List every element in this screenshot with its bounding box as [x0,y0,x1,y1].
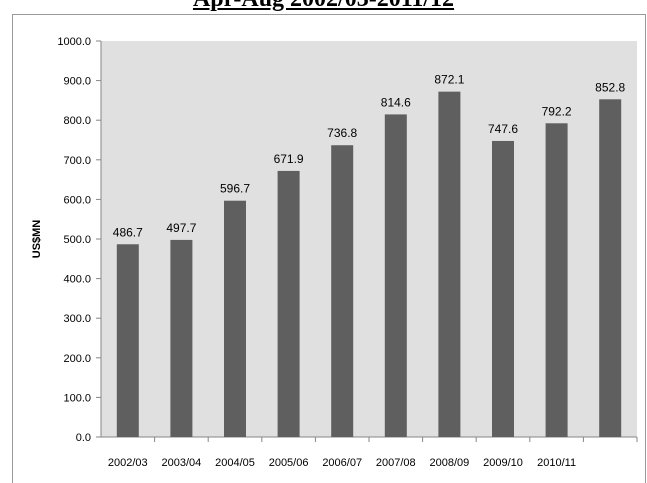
bar [492,140,514,438]
data-label: 852.8 [595,80,625,94]
x-tick-label: 2005/06 [269,457,309,469]
data-label: 497.7 [166,221,196,235]
y-tick-label: 700.0 [63,155,91,167]
y-axis-label: US$MN [31,220,43,259]
data-labels: 486.7 497.7 596.7 671.9 736.8 814.6 872.1 747.6… [113,73,626,240]
chart-frame-left [12,14,13,483]
data-label: 747.6 [488,122,518,136]
chart-title: Apr-Aug 2002/03-2011/12 [0,0,647,13]
x-tick-label: 2002/03 [108,457,148,469]
data-label: 814.6 [381,95,411,109]
data-label: 792.2 [542,104,572,118]
chart-frame-top [12,14,646,15]
y-tick-label: 500.0 [63,234,91,246]
bar [224,200,246,437]
data-label: 671.9 [274,152,304,166]
y-tick-label: 100.0 [63,392,91,404]
y-tick-label: 0.0 [76,432,91,444]
bars [116,91,622,438]
x-tick-label: 2008/09 [430,457,470,469]
data-label: 596.7 [220,182,250,196]
bar [438,91,461,437]
y-tick-label: 600.0 [63,194,91,206]
data-label: 872.1 [434,73,464,87]
bar [277,170,300,437]
y-ticks: 0.0 100.0 200.0 300.0 400.0 500.0 600.0 700.0 80… [57,36,101,444]
x-tick-label: 2010/11 [537,457,576,469]
chart-frame-right [645,14,646,483]
bar [384,114,407,438]
x-tick-label: 2006/07 [322,457,362,469]
x-tick-label: 2004/05 [215,457,255,469]
data-label: 736.8 [327,126,357,140]
x-tick-label: 2003/04 [162,457,202,469]
bar [170,239,193,437]
x-tick-labels: 2002/03 2003/04 2004/05 2005/06 2006/07 2007/… [108,437,638,469]
bar [116,244,139,437]
x-tick-label: 2009/10 [483,457,523,469]
y-tick-label: 300.0 [63,313,91,325]
y-tick-label: 900.0 [63,76,91,88]
x-tick-label: 2007/08 [376,457,416,469]
bar [545,123,568,437]
bar [599,99,622,437]
y-tick-label: 400.0 [63,274,91,286]
y-tick-label: 200.0 [63,353,91,365]
bar [331,145,354,437]
y-tick-label: 1000.0 [57,36,91,48]
data-label: 486.7 [113,225,143,239]
y-tick-label: 800.0 [63,115,91,127]
